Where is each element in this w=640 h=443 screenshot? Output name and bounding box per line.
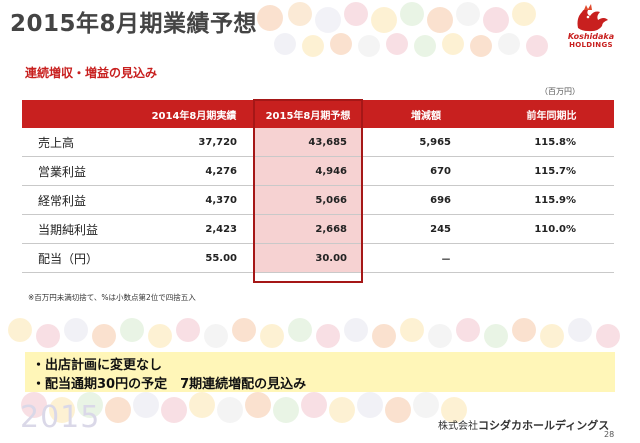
company-footer: 株式会社コシダカホールディングス (438, 417, 609, 433)
header-actual: 2014年8月期実績 (135, 100, 253, 128)
year-watermark: 2015 (20, 400, 101, 435)
cell-actual: 37,720 (135, 128, 253, 157)
company-name: コシダカホールディングス (478, 419, 610, 432)
cell-change: 696 (363, 185, 489, 215)
cell-forecast: 5,066 (253, 185, 363, 215)
cell-change: 670 (363, 156, 489, 186)
table-row: 配当（円） 55.00 30.00 － (22, 243, 614, 273)
cell-yoy: 115.9% (489, 185, 614, 215)
bullet-item: ・配当通期30円の予定 7期連続増配の見込み (32, 377, 307, 392)
logo-sub-text: HOLDINGS (569, 41, 613, 49)
company-logo: Koshidaka HOLDINGS (548, 4, 634, 50)
table-row: 当期純利益 2,423 2,668 245 110.0% (22, 214, 614, 244)
row-label: 経常利益 (22, 185, 135, 215)
row-label: 当期純利益 (22, 214, 135, 244)
rooster-logo-icon (577, 4, 608, 32)
cell-forecast: 43,685 (253, 128, 363, 157)
header-yoy: 前年同期比 (489, 100, 614, 128)
bullet-item: ・出店計画に変更なし (32, 358, 163, 373)
table-row: 売上高 37,720 43,685 5,965 115.8% (22, 128, 614, 157)
row-label: 営業利益 (22, 156, 135, 186)
cell-forecast: 2,668 (253, 214, 363, 244)
cell-actual: 4,370 (135, 185, 253, 215)
cell-forecast: 4,946 (253, 156, 363, 186)
company-prefix: 株式会社 (438, 421, 478, 432)
cell-yoy (489, 243, 614, 273)
cell-actual: 55.00 (135, 243, 253, 273)
row-label: 売上高 (22, 128, 135, 157)
cell-actual: 2,423 (135, 214, 253, 244)
page-title: 2015年8月期業績予想 (10, 11, 258, 37)
cell-change: 5,965 (363, 128, 489, 157)
section-subtitle: 連続増収・増益の見込み (25, 66, 158, 80)
logo-brand-text: Koshidaka (567, 32, 615, 41)
page-number: 28 (604, 430, 615, 439)
header-change: 増減額 (363, 100, 489, 128)
cell-yoy: 115.8% (489, 128, 614, 157)
footnote: ※百万円未満切捨て、%は小数点第2位で四捨五入 (28, 293, 196, 302)
cell-forecast: 30.00 (253, 243, 363, 273)
header-forecast: 2015年8月期予想 (253, 100, 363, 128)
unit-label: （百万円） (540, 87, 580, 96)
cell-yoy: 110.0% (489, 214, 614, 244)
cell-change: 245 (363, 214, 489, 244)
header-blank (22, 100, 135, 128)
table-header-row: 2014年8月期実績 2015年8月期予想 増減額 前年同期比 (22, 100, 614, 128)
bullet-highlight-box (25, 352, 615, 392)
row-label: 配当（円） (22, 243, 135, 273)
table-row: 経常利益 4,370 5,066 696 115.9% (22, 185, 614, 215)
cell-yoy: 115.7% (489, 156, 614, 186)
cell-actual: 4,276 (135, 156, 253, 186)
table-row: 営業利益 4,276 4,946 670 115.7% (22, 156, 614, 186)
cell-change: － (363, 243, 489, 273)
forecast-table: 2014年8月期実績 2015年8月期予想 増減額 前年同期比 売上高 37,7… (22, 100, 614, 273)
